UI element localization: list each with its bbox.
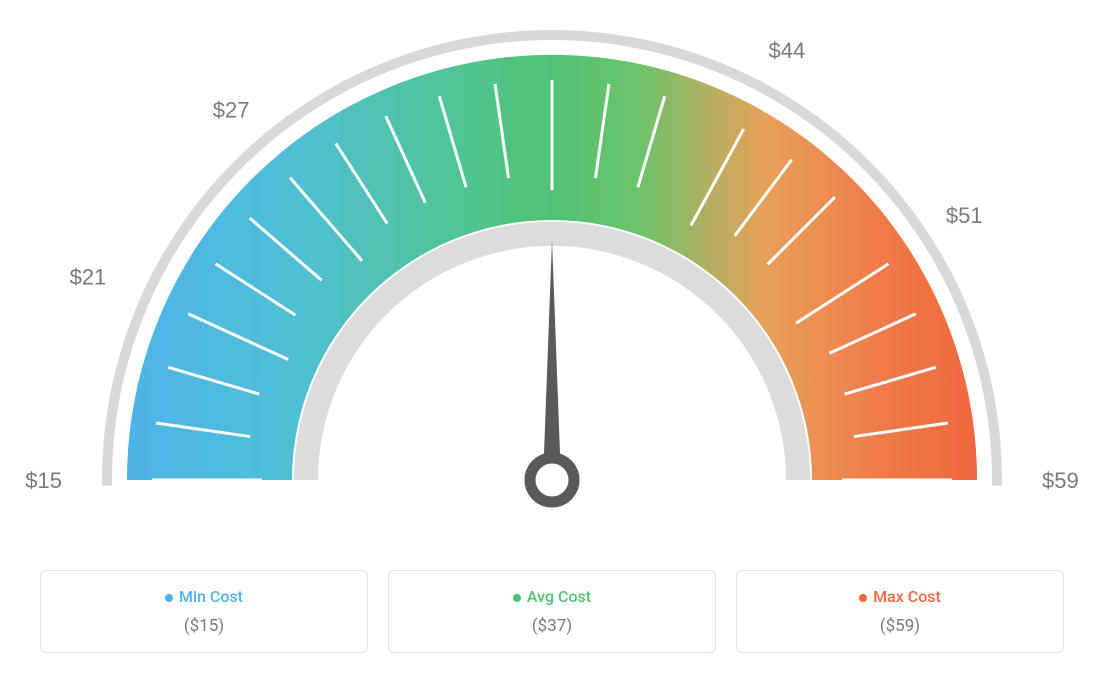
legend-max-label: Max Cost: [757, 587, 1043, 606]
tick-label: $44: [768, 38, 805, 63]
legend-min-box: Min Cost ($15): [40, 570, 368, 653]
legend-avg-dot: [513, 594, 521, 602]
legend-avg-box: Avg Cost ($37): [388, 570, 716, 653]
legend-min-dot: [165, 594, 173, 602]
gauge-chart-container: $15$21$27$37$44$51$59 Min Cost ($15) Avg…: [0, 0, 1104, 690]
legend-min-value: ($15): [61, 616, 347, 636]
legend-min-text: Min Cost: [179, 587, 243, 606]
gauge-area: $15$21$27$37$44$51$59: [0, 0, 1104, 570]
needle-hub: [530, 458, 574, 502]
legend-max-dot: [859, 594, 867, 602]
legend-max-value: ($59): [757, 616, 1043, 636]
tick-label: $51: [946, 203, 983, 228]
legend-max-box: Max Cost ($59): [736, 570, 1064, 653]
tick-label: $27: [213, 98, 250, 123]
gauge-svg: $15$21$27$37$44$51$59: [0, 0, 1104, 570]
legend-avg-value: ($37): [409, 616, 695, 636]
legend-min-label: Min Cost: [61, 587, 347, 606]
needle: [543, 240, 561, 480]
legend-row: Min Cost ($15) Avg Cost ($37) Max Cost (…: [0, 570, 1104, 653]
tick-label: $15: [25, 468, 62, 493]
tick-label: $21: [70, 264, 107, 289]
legend-avg-label: Avg Cost: [409, 587, 695, 606]
legend-max-text: Max Cost: [873, 587, 941, 606]
tick-label: $59: [1042, 468, 1079, 493]
legend-avg-text: Avg Cost: [527, 587, 591, 606]
